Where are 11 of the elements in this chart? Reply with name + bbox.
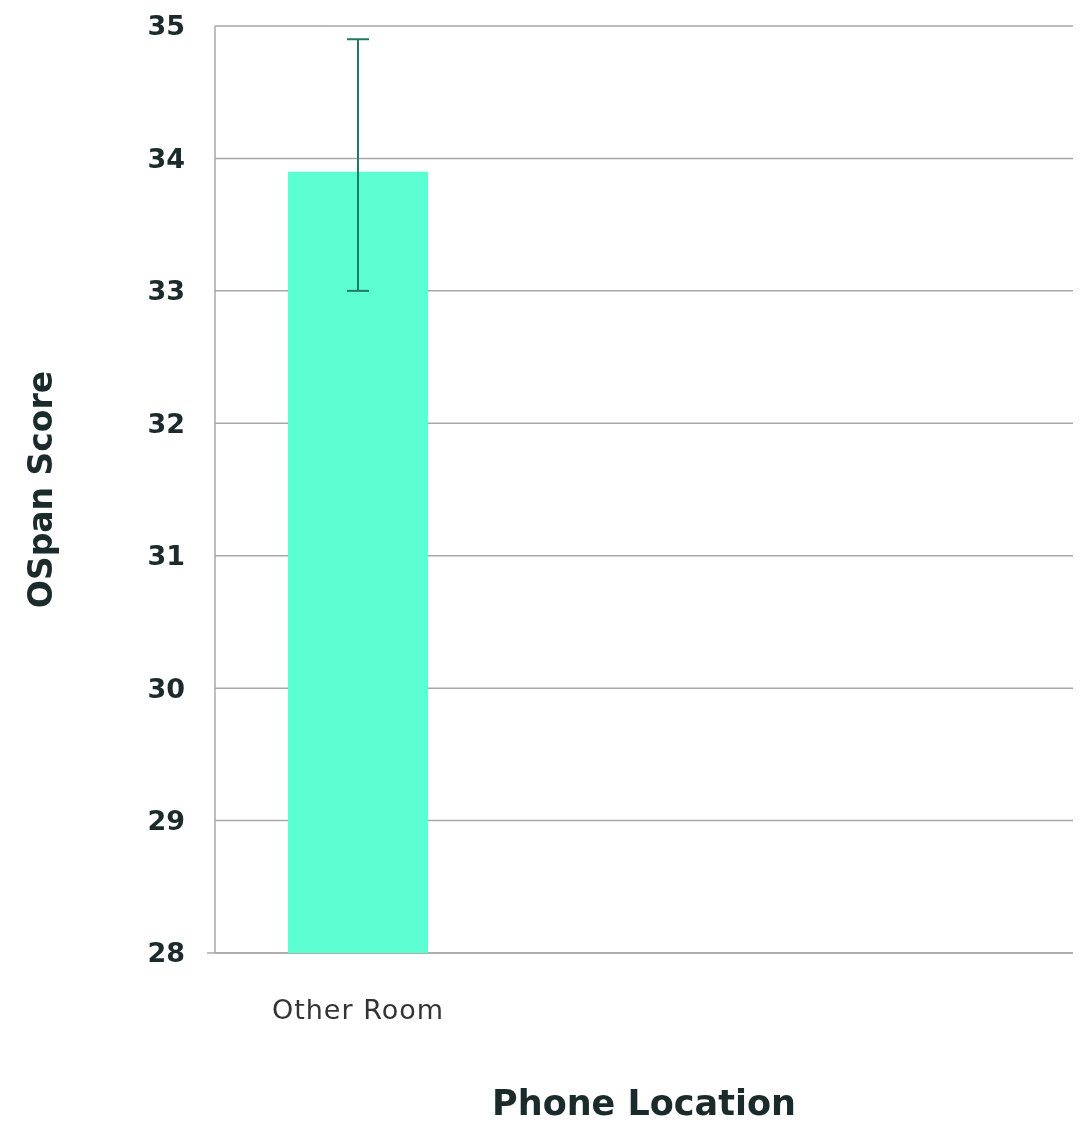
y-tick-label: 29 [147,805,185,837]
y-tick-label: 34 [147,142,185,174]
y-tick-label: 28 [147,937,185,969]
y-tick-label: 35 [147,10,185,42]
x-axis-title: Phone Location [492,1083,796,1123]
y-tick-label: 32 [147,407,185,439]
x-tick-label: Other Room [271,994,445,1025]
y-tick-label: 30 [147,672,185,704]
y-axis-title: OSpan Score [21,370,60,609]
y-tick-label: 33 [147,275,185,307]
y-tick-label: 31 [147,540,185,572]
